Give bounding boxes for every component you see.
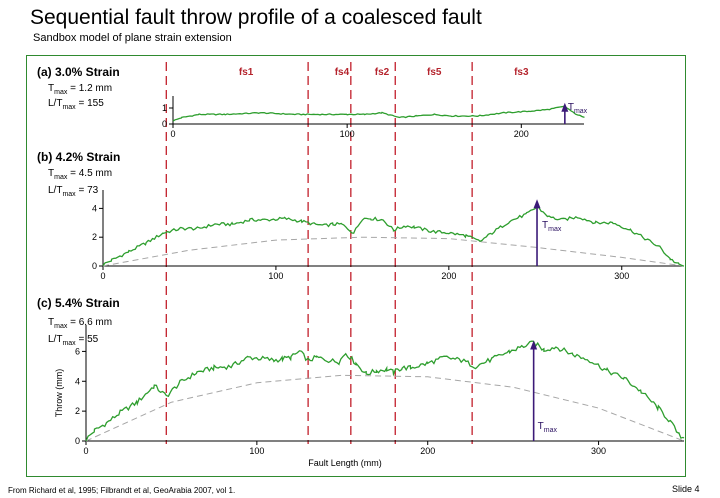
stat-symbol: T	[48, 168, 54, 179]
x-tick-label: 200	[420, 446, 435, 456]
page-subtitle: Sandbox model of plane strain extension	[33, 32, 232, 44]
x-tick-label: 0	[100, 271, 105, 281]
y-tick-label: 0	[162, 119, 167, 129]
stat-value: = 73	[76, 185, 99, 196]
x-tick-label: 100	[249, 446, 264, 456]
tmax-label: Tmax	[568, 102, 588, 115]
tmax-arrowhead	[533, 199, 541, 209]
stat-value: = 155	[76, 98, 105, 109]
panel-stat: Tmax = 4.5 mm	[48, 168, 112, 181]
tmax-symbol: T	[538, 421, 544, 432]
stat-value: = 55	[76, 334, 99, 345]
segment-label: fs4	[335, 67, 350, 78]
trend-line	[85, 374, 685, 442]
stat-subscript: max	[62, 191, 76, 198]
tmax-label: Tmax	[538, 421, 558, 434]
stat-subscript: max	[54, 323, 68, 330]
y-tick-label: 4	[92, 203, 97, 213]
source-citation: From Richard et al, 1995; Filbrandt et a…	[8, 486, 236, 495]
panel-stat: Tmax = 1.2 mm	[48, 83, 112, 96]
throw-profile	[85, 340, 685, 442]
y-tick-label: 0	[75, 436, 80, 446]
panel-stat: L/Tmax = 155	[48, 98, 104, 111]
tmax-subscript: max	[574, 108, 588, 115]
stat-subscript: max	[62, 340, 76, 347]
tmax-symbol: T	[568, 102, 574, 113]
x-tick-label: 300	[591, 446, 606, 456]
chart-frame	[26, 55, 686, 477]
x-tick-label: 300	[614, 271, 629, 281]
panel-stat: L/Tmax = 73	[48, 185, 99, 198]
segment-label: fs3	[514, 67, 529, 78]
y-tick-label: 4	[75, 376, 80, 386]
panel-stat: Tmax = 6.6 mm	[48, 317, 112, 330]
stat-value: = 1.2 mm	[67, 83, 112, 94]
page-title: Sequential fault throw profile of a coal…	[30, 6, 482, 29]
trend-line	[102, 236, 685, 267]
throw-profile	[102, 206, 685, 267]
stat-value: = 4.5 mm	[67, 168, 112, 179]
x-tick-label: 0	[83, 446, 88, 456]
y-tick-label: 2	[92, 232, 97, 242]
stat-subscript: max	[54, 174, 68, 181]
stat-symbol: T	[48, 317, 54, 328]
y-axis-label: Throw (mm)	[54, 369, 64, 418]
tmax-arrowhead	[530, 340, 538, 350]
segment-label: fs2	[375, 67, 390, 78]
stat-value: = 6.6 mm	[67, 317, 112, 328]
segment-label: fs1	[239, 67, 254, 78]
panel-label: (c) 5.4% Strain	[37, 296, 120, 310]
x-tick-label: 100	[268, 271, 283, 281]
y-tick-label: 1	[162, 103, 167, 113]
tmax-symbol: T	[542, 220, 548, 231]
x-tick-label: 200	[441, 271, 456, 281]
tmax-arrowhead	[561, 102, 569, 112]
panel-label: (b) 4.2% Strain	[37, 150, 120, 164]
tmax-subscript: max	[548, 226, 562, 233]
stat-subscript: max	[62, 104, 76, 111]
y-tick-label: 2	[75, 406, 80, 416]
stat-subscript: max	[54, 89, 68, 96]
stat-symbol: T	[48, 83, 54, 94]
panel-label: (a) 3.0% Strain	[37, 65, 120, 79]
x-axis-label: Fault Length (mm)	[308, 458, 382, 468]
stat-symbol: L/T	[48, 334, 62, 345]
stat-symbol: L/T	[48, 98, 62, 109]
tmax-subscript: max	[544, 427, 558, 434]
segment-label: fs5	[427, 67, 442, 78]
x-tick-label: 200	[514, 129, 529, 139]
throw-profile	[172, 105, 585, 122]
x-tick-label: 100	[340, 129, 355, 139]
slide-number: Slide 4	[672, 484, 700, 494]
panel-stat: L/Tmax = 55	[48, 334, 99, 347]
tmax-label: Tmax	[542, 220, 562, 233]
y-tick-label: 6	[75, 346, 80, 356]
x-tick-label: 0	[170, 129, 175, 139]
y-tick-label: 0	[92, 261, 97, 271]
stat-symbol: L/T	[48, 185, 62, 196]
